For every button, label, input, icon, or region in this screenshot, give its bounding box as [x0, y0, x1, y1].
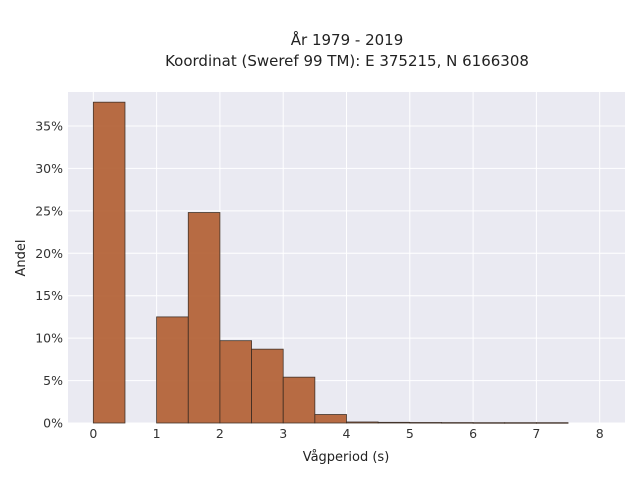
- histogram-bar: [472, 422, 506, 424]
- histogram-bar: [156, 316, 189, 424]
- y-tick-label: 35%: [35, 118, 63, 133]
- y-axis-label: Andel: [14, 240, 29, 277]
- histogram-bar: [187, 212, 221, 424]
- y-tick-label: 15%: [35, 288, 63, 303]
- x-tick-label: 8: [596, 426, 604, 441]
- y-tick-label: 30%: [35, 161, 63, 176]
- x-tick-label: 4: [343, 426, 351, 441]
- y-tick-label: 5%: [43, 373, 63, 388]
- x-tick-label: 2: [216, 426, 224, 441]
- histogram-bar: [92, 101, 126, 424]
- histogram-bar: [282, 376, 316, 424]
- histogram-bar: [504, 422, 537, 424]
- x-tick-label: 5: [406, 426, 414, 441]
- histogram-bar: [377, 421, 411, 424]
- chart-title-line2: Koordinat (Sweref 99 TM): E 375215, N 61…: [165, 52, 529, 70]
- histogram-bar: [314, 414, 347, 424]
- chart-title-line1: År 1979 - 2019: [291, 30, 404, 49]
- x-tick-label: 6: [469, 426, 477, 441]
- y-tick-label: 0%: [43, 416, 63, 431]
- y-tick-label: 25%: [35, 203, 63, 218]
- bars: [92, 101, 569, 424]
- x-tick-label: 7: [532, 426, 540, 441]
- x-axis-label: Vågperiod (s): [303, 450, 390, 465]
- histogram-bar: [346, 421, 379, 424]
- histogram-bar: [251, 348, 284, 424]
- x-tick-label: 3: [279, 426, 287, 441]
- histogram-bar: [535, 422, 569, 424]
- y-tick-labels: 0% 5% 10% 15% 20% 25% 30% 35%: [35, 118, 63, 430]
- x-tick-labels: 0 1 2 3 4 5 6 7 8: [89, 426, 603, 441]
- histogram-bar: [441, 422, 474, 424]
- x-tick-label: 0: [89, 426, 97, 441]
- x-tick-label: 1: [153, 426, 161, 441]
- histogram-bar: [219, 340, 252, 424]
- y-tick-label: 10%: [35, 331, 63, 346]
- histogram-bar: [409, 422, 442, 424]
- y-tick-label: 20%: [35, 246, 63, 261]
